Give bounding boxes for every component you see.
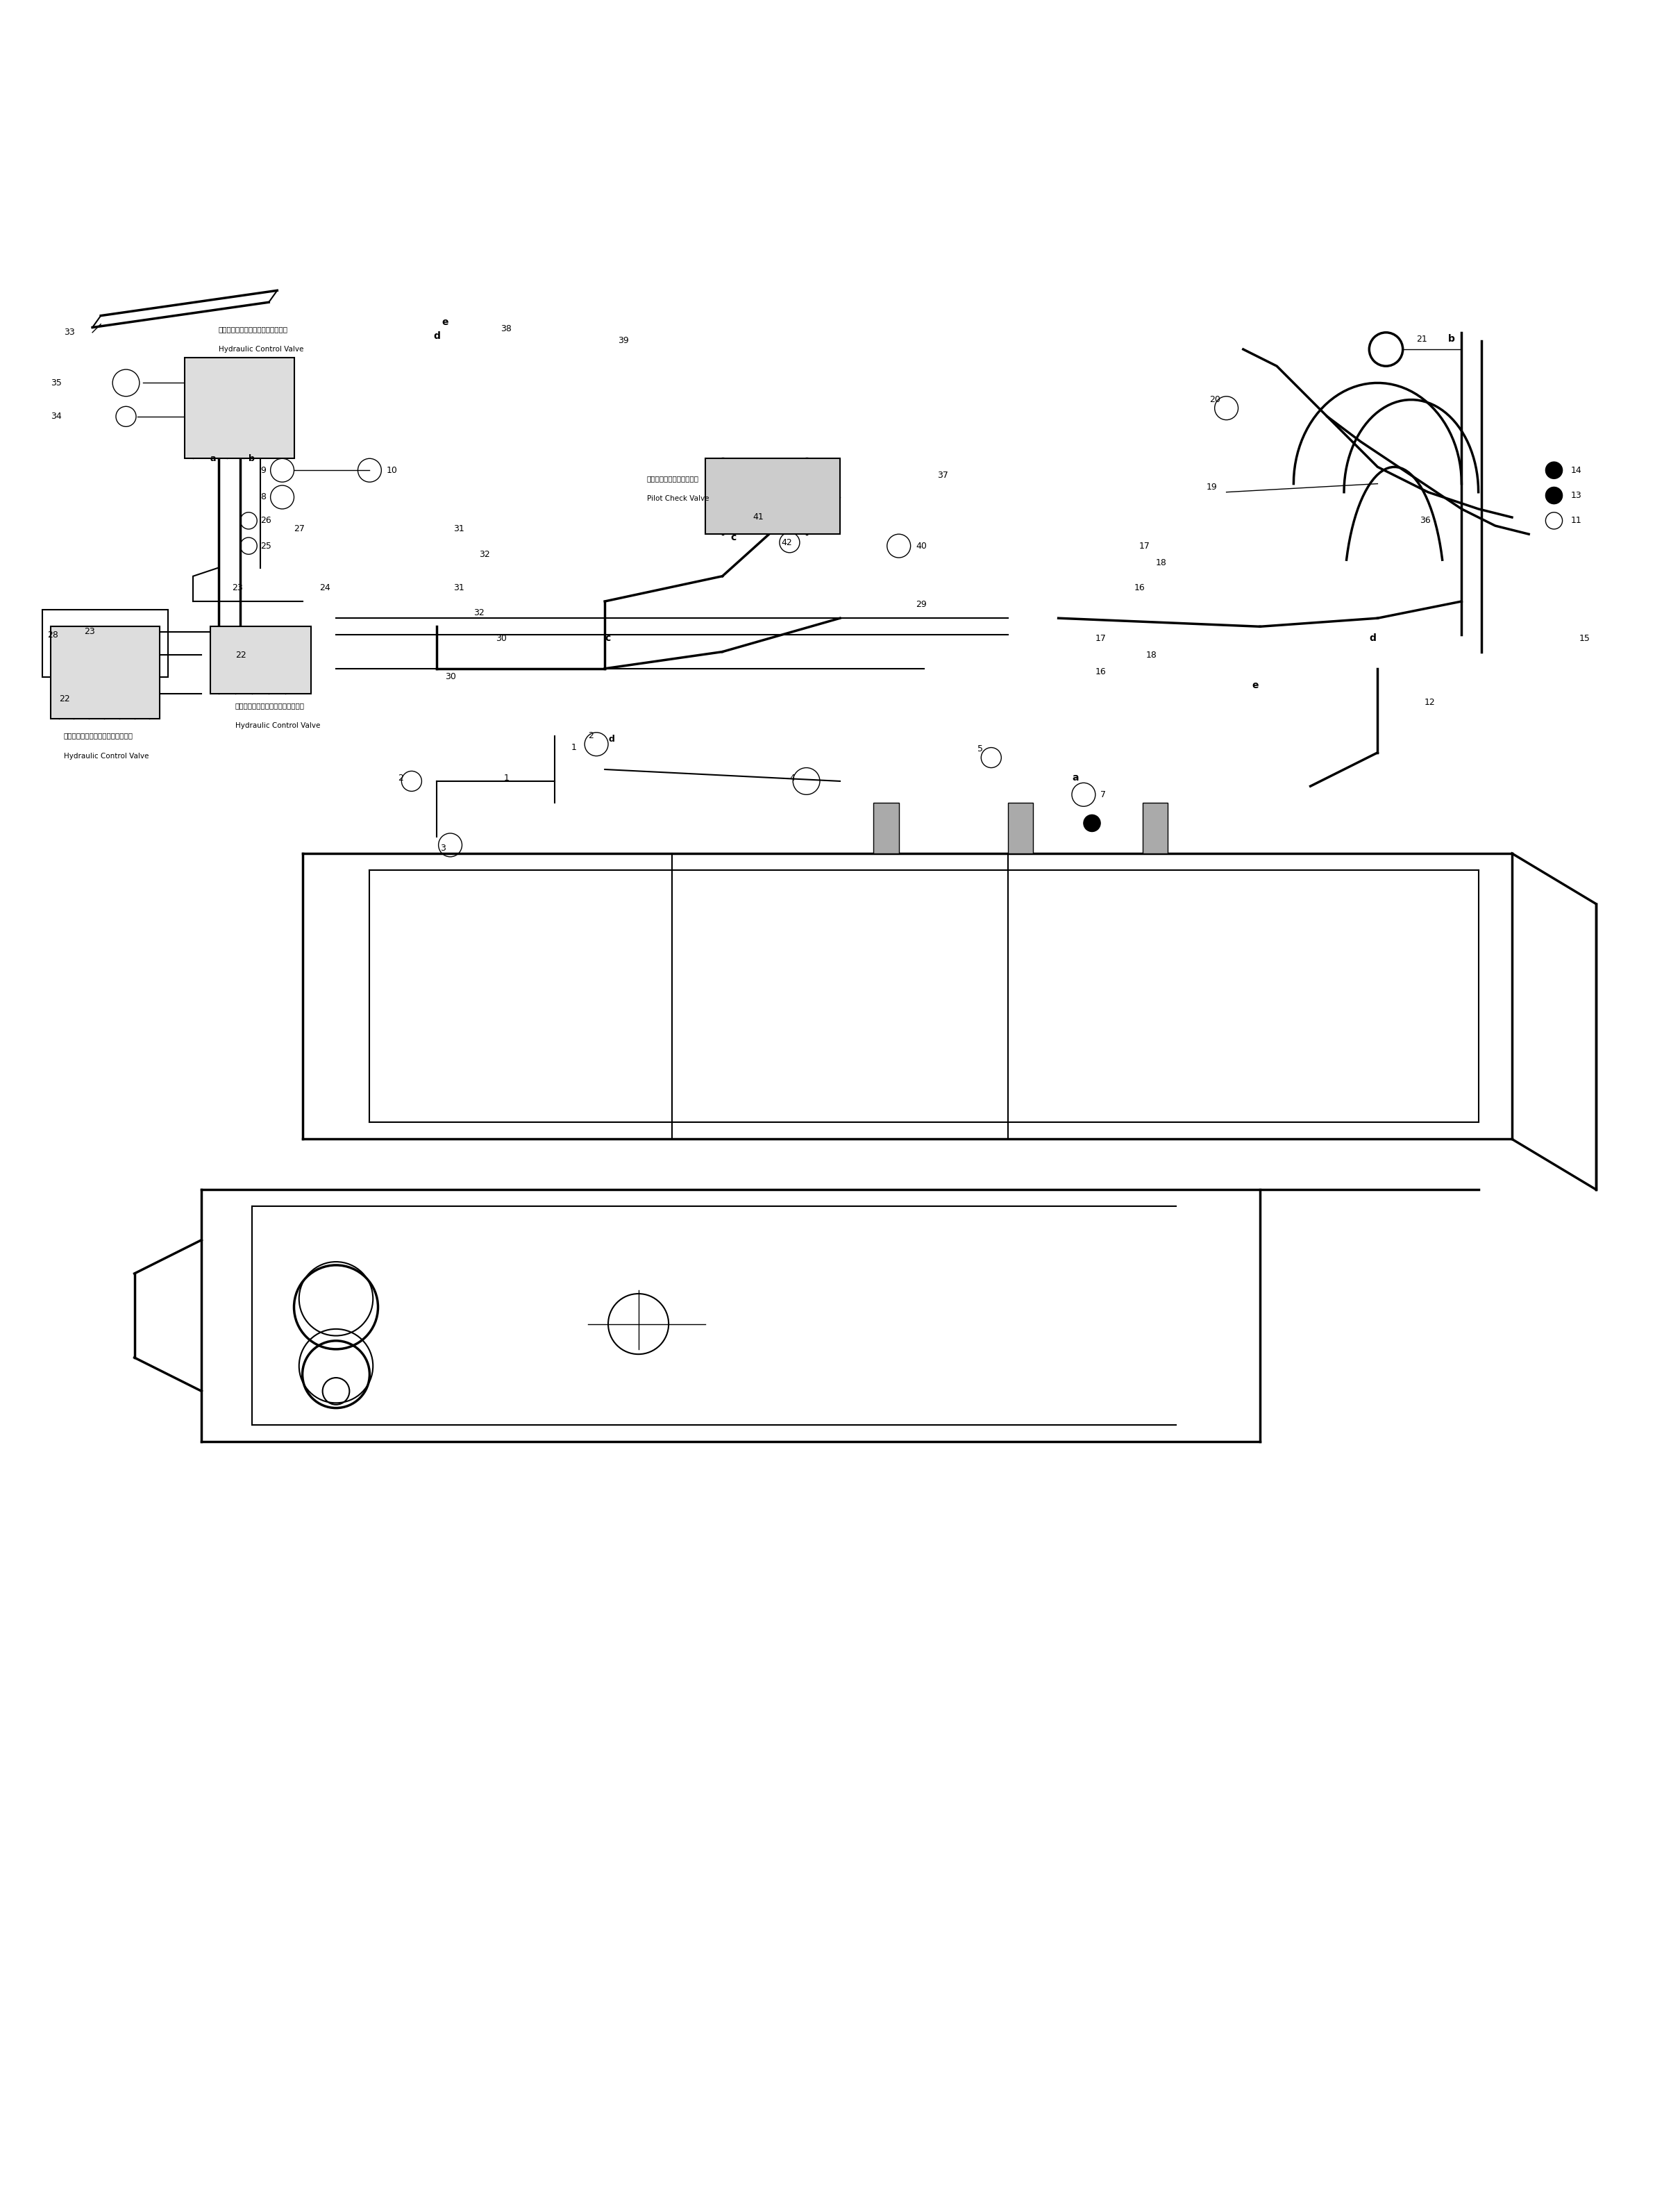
Text: 4: 4 [790,774,795,783]
Text: 12: 12 [1425,699,1436,708]
Text: Pilot Check Valve: Pilot Check Valve [647,495,709,502]
Circle shape [1084,816,1100,831]
Text: 5: 5 [978,745,983,754]
Text: 31: 31 [454,524,465,533]
Text: c: c [605,635,610,643]
Text: 26: 26 [260,515,272,526]
Text: ハイドロリックコントロールバルブ: ハイドロリックコントロールバルブ [235,703,304,710]
Text: 19: 19 [1206,482,1218,491]
Bar [50,626,160,719]
Text: 30: 30 [445,672,457,681]
Text: 6: 6 [1092,816,1097,825]
Text: 14: 14 [1571,467,1583,475]
Text: ハイドロリックコントロールバルブ: ハイドロリックコントロールバルブ [64,732,133,738]
Text: 41: 41 [753,513,764,522]
Text: 13: 13 [1571,491,1583,500]
Text: 17: 17 [1095,635,1107,643]
Text: 25: 25 [260,542,272,551]
Text: Hydraulic Control Valve: Hydraulic Control Valve [235,723,321,730]
Text: 42: 42 [781,537,793,546]
Text: 17: 17 [1139,542,1151,551]
Text: d: d [1369,635,1376,643]
Circle shape [1546,462,1562,480]
Bar [706,458,840,535]
Text: 9: 9 [260,467,265,475]
Text: ハイドロリックコントロールバルブ: ハイドロリックコントロールバルブ [218,325,287,332]
Bar [1142,803,1168,853]
Text: 37: 37 [937,471,949,480]
Text: 23: 23 [84,628,96,637]
Text: a: a [210,453,217,462]
Text: 18: 18 [1156,557,1168,568]
Text: 22: 22 [59,694,71,703]
Text: 21: 21 [1416,334,1428,343]
Text: 16: 16 [1095,668,1107,677]
Text: パイロットチェックバルブ: パイロットチェックバルブ [647,475,699,482]
Text: 34: 34 [50,411,62,420]
Text: 1: 1 [571,743,576,752]
Bar [874,803,899,853]
Text: 16: 16 [1134,584,1146,593]
Text: 30: 30 [496,635,507,643]
Text: 8: 8 [260,493,265,502]
Bar [42,610,168,677]
Text: 27: 27 [294,524,306,533]
Bar [210,626,311,694]
Text: 38: 38 [501,325,512,334]
Text: 33: 33 [64,327,76,336]
Text: 7: 7 [1100,789,1105,798]
Text: 3: 3 [440,845,445,853]
Text: a: a [1072,774,1079,783]
Text: 32: 32 [474,608,486,617]
Text: 28: 28 [47,630,59,639]
Circle shape [116,407,136,427]
Text: Hydraulic Control Valve: Hydraulic Control Valve [218,345,304,354]
Text: 2: 2 [398,774,403,783]
Text: 1: 1 [504,774,509,783]
Text: 18: 18 [1146,650,1158,659]
Text: c: c [731,533,736,542]
Text: 39: 39 [618,336,630,345]
Circle shape [1546,486,1562,504]
Text: 2: 2 [588,732,593,741]
Text: 24: 24 [319,584,331,593]
Text: 22: 22 [235,650,247,659]
Text: e: e [442,318,449,327]
Text: 29: 29 [916,599,927,610]
Text: b: b [1448,334,1455,345]
Text: 36: 36 [1420,515,1431,526]
Text: 10: 10 [386,467,398,475]
Text: 31: 31 [454,584,465,593]
Text: 23: 23 [232,584,244,593]
Bar [1008,803,1033,853]
Text: Hydraulic Control Valve: Hydraulic Control Valve [64,752,150,758]
Text: b: b [249,453,255,462]
Text: e: e [1252,681,1258,690]
Text: 11: 11 [1571,515,1583,526]
Text: 15: 15 [1579,635,1591,643]
Text: 35: 35 [50,378,62,387]
Text: d: d [433,332,440,340]
Text: 20: 20 [1210,396,1221,405]
Text: 32: 32 [479,551,491,559]
Bar [185,358,294,458]
Text: d: d [608,734,615,743]
Circle shape [113,369,139,396]
Text: 40: 40 [916,542,927,551]
